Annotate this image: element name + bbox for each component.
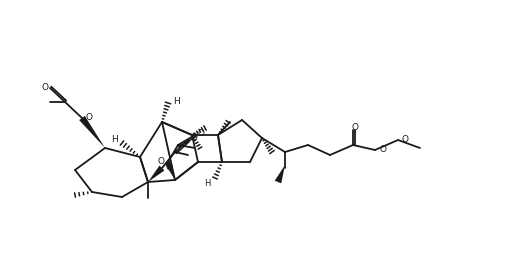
Text: O: O: [190, 134, 198, 142]
Text: O: O: [41, 83, 49, 91]
Text: H: H: [111, 135, 117, 144]
Text: O: O: [379, 146, 386, 154]
Polygon shape: [148, 166, 164, 182]
Text: O: O: [402, 135, 409, 145]
Text: O: O: [86, 114, 93, 122]
Polygon shape: [79, 116, 105, 148]
Text: O: O: [157, 157, 164, 167]
Polygon shape: [165, 161, 175, 180]
Text: H: H: [173, 97, 179, 105]
Text: H: H: [204, 180, 210, 188]
Polygon shape: [275, 165, 285, 183]
Text: O: O: [352, 122, 358, 132]
Text: O: O: [166, 164, 173, 172]
Text: O: O: [198, 129, 204, 137]
